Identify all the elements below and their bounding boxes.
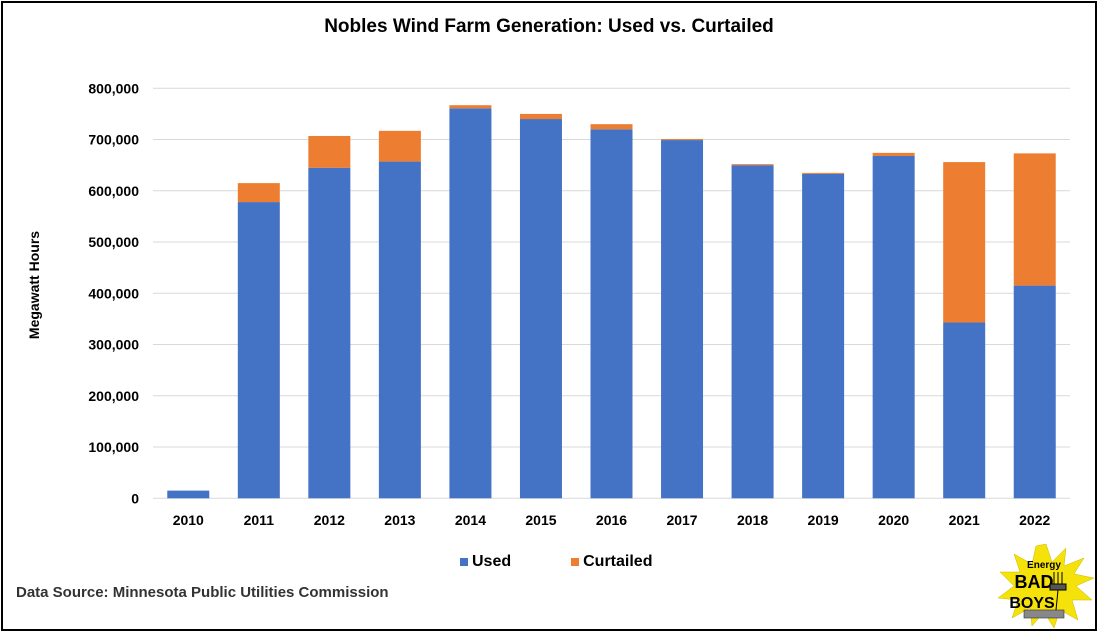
bar-curtailed-2013 xyxy=(378,130,421,162)
bar-used-2019 xyxy=(802,173,845,499)
legend-label-curtailed: Curtailed xyxy=(583,553,653,570)
y-tick-label: 400,000 xyxy=(88,285,139,301)
bar-curtailed-2018 xyxy=(731,164,774,166)
bar-used-2022 xyxy=(1013,285,1056,499)
x-tick-label: 2017 xyxy=(666,512,697,528)
x-tick-label: 2018 xyxy=(737,512,768,528)
bar-used-2011 xyxy=(237,202,280,499)
chart-plot: 0 100,000 200,000 300,000 400,000 500,000 600,… xyxy=(88,80,1070,528)
x-tick-label: 2013 xyxy=(384,512,415,528)
y-tick-label: 0 xyxy=(131,490,139,506)
logo-text-boys: BOYS xyxy=(1009,595,1055,612)
y-tick-label: 300,000 xyxy=(88,337,139,353)
bar-used-2015 xyxy=(519,119,562,499)
x-tick-label: 2019 xyxy=(808,512,839,528)
bar-curtailed-2015 xyxy=(519,113,562,120)
bar-used-2021 xyxy=(943,322,986,499)
y-tick-label: 600,000 xyxy=(88,183,139,199)
legend-item-curtailed: Curtailed xyxy=(571,553,652,571)
x-tick-label: 2010 xyxy=(173,512,204,528)
legend-swatch-curtailed xyxy=(571,558,580,566)
bar-curtailed-2014 xyxy=(449,105,492,109)
bar-curtailed-2019 xyxy=(802,172,845,174)
y-tick-label: 700,000 xyxy=(88,132,139,148)
logo-text-bad: BAD xyxy=(1015,572,1054,592)
legend-item-used: Used xyxy=(460,553,511,571)
bar-used-2014 xyxy=(449,108,492,499)
y-tick-label: 100,000 xyxy=(88,439,139,455)
x-tick-label: 2022 xyxy=(1019,512,1050,528)
logo-starburst-icon xyxy=(997,543,1095,628)
x-tick-label: 2021 xyxy=(949,512,980,528)
bar-curtailed-2022 xyxy=(1013,153,1056,286)
bar-curtailed-2020 xyxy=(872,152,915,156)
legend-label-used: Used xyxy=(472,553,512,570)
logo-mascot-icon xyxy=(1049,572,1067,611)
bar-used-2013 xyxy=(378,161,421,499)
y-tick-label: 800,000 xyxy=(88,80,139,96)
bar-curtailed-2016 xyxy=(590,124,633,130)
bar-used-2018 xyxy=(731,165,774,499)
legend: Used Curtailed xyxy=(460,553,652,571)
legend-swatch-used xyxy=(460,558,468,566)
x-tick-label: 2014 xyxy=(455,512,486,528)
x-tick-label: 2012 xyxy=(314,512,345,528)
bar-curtailed-2011 xyxy=(237,183,280,203)
data-source-note: Data Source: Minnesota Public Utilities … xyxy=(16,584,389,601)
x-tick-label: 2015 xyxy=(525,512,556,528)
y-tick-label: 500,000 xyxy=(88,234,139,250)
y-tick-label: 200,000 xyxy=(88,388,139,404)
x-tick-label: 2016 xyxy=(596,512,627,528)
bar-curtailed-2012 xyxy=(308,135,351,168)
logo-text-energy: Energy xyxy=(1027,560,1061,571)
bar-curtailed-2021 xyxy=(943,162,986,323)
x-tick-label: 2011 xyxy=(244,512,275,528)
bar-used-2017 xyxy=(661,140,704,499)
bar-used-2012 xyxy=(308,167,351,499)
bar-used-2010 xyxy=(167,490,210,499)
bar-used-2020 xyxy=(872,155,915,499)
energy-bad-boys-logo: Energy BAD BOYS xyxy=(997,543,1095,628)
bar-used-2016 xyxy=(590,129,633,499)
x-tick-label: 2020 xyxy=(878,512,909,528)
bar-curtailed-2017 xyxy=(661,139,704,141)
chart-title: Nobles Wind Farm Generation: Used vs. Cu… xyxy=(324,16,774,37)
